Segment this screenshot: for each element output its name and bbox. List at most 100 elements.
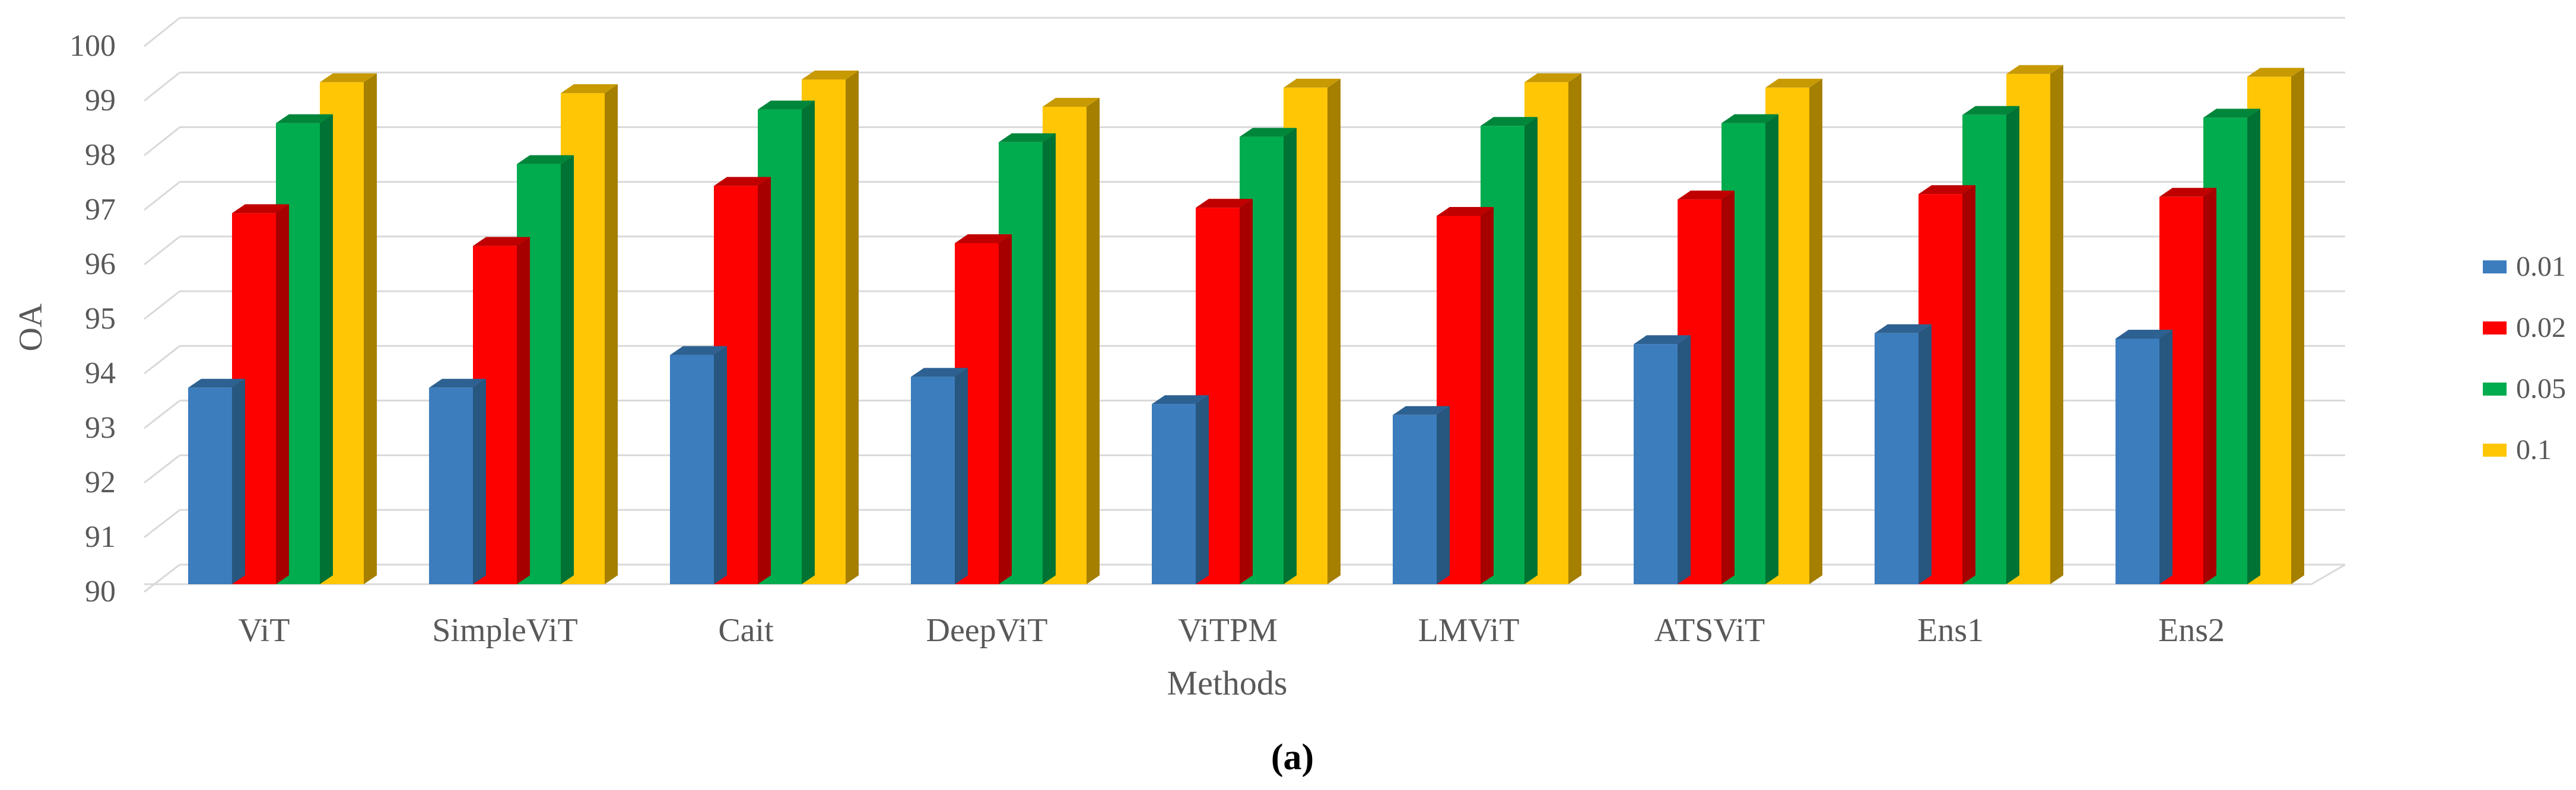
side-wall-slant bbox=[144, 563, 180, 593]
side-wall-slant bbox=[144, 235, 180, 266]
y-tick-label: 94 bbox=[85, 356, 116, 390]
bar-0.1-ATSViT-top bbox=[1765, 78, 1822, 88]
bar-0.05-SimpleViT-side bbox=[561, 155, 574, 585]
category-label-ViT: ViT bbox=[238, 612, 290, 649]
bar-0.1-ViTPM-top bbox=[1284, 78, 1341, 88]
bar-0.1-Ens2-top bbox=[2247, 68, 2304, 77]
bar-0.1-Cait-top bbox=[802, 71, 859, 79]
bar-0.02-ViT-side bbox=[276, 204, 289, 584]
bar-0.01-ViT-side bbox=[232, 378, 245, 584]
bar-0.01-LMViT-top bbox=[1393, 406, 1450, 415]
bar-0.02-ATSViT-side bbox=[1721, 190, 1735, 584]
bar-0.05-ATSViT-side bbox=[1765, 114, 1778, 585]
bar-0.01-ATSViT-side bbox=[1678, 335, 1691, 584]
bar-0.05-Cait-top bbox=[758, 100, 815, 110]
y-tick-label: 97 bbox=[85, 193, 116, 227]
bar-0.1-ViTPM-side bbox=[1327, 78, 1341, 585]
bar-0.05-Ens2-top bbox=[2203, 109, 2260, 118]
bar-0.01-Cait bbox=[670, 355, 714, 584]
bar-0.05-Ens1-top bbox=[1962, 106, 2019, 115]
bar-0.01-LMViT-side bbox=[1437, 406, 1450, 584]
bar-0.05-ViTPM-side bbox=[1284, 128, 1297, 585]
bar-0.1-ATSViT-side bbox=[1809, 78, 1822, 585]
bar-0.01-LMViT bbox=[1393, 415, 1437, 584]
category-label-Cait: Cait bbox=[718, 612, 774, 649]
y-tick-label: 99 bbox=[85, 84, 116, 117]
legend-swatch-icon bbox=[2483, 444, 2507, 457]
bar-0.01-ViT bbox=[188, 387, 232, 584]
legend-label: 0.05 bbox=[2516, 373, 2566, 404]
side-wall-slant bbox=[144, 345, 180, 375]
legend-label: 0.02 bbox=[2516, 312, 2566, 343]
bar-0.1-Cait-side bbox=[846, 71, 859, 584]
bar-0.01-Cait-top bbox=[670, 346, 727, 355]
floor-right-edge bbox=[2311, 563, 2346, 585]
bar-0.01-DeepViT bbox=[911, 377, 955, 584]
legend-label: 0.1 bbox=[2516, 434, 2552, 466]
y-tick-label: 100 bbox=[69, 29, 116, 63]
bar-0.05-DeepViT-top bbox=[999, 133, 1056, 142]
bar-0.02-ViT-top bbox=[232, 204, 289, 214]
category-label-Ens1: Ens1 bbox=[1917, 612, 1984, 649]
side-wall-slant bbox=[144, 17, 180, 47]
legend-swatch-icon bbox=[2483, 321, 2507, 335]
bar-0.02-SimpleViT-side bbox=[517, 237, 530, 585]
category-label-DeepViT: DeepViT bbox=[926, 612, 1048, 649]
bar-0.02-Cait-side bbox=[758, 177, 771, 584]
bar-0.1-Ens2-side bbox=[2291, 68, 2304, 584]
bar-0.01-SimpleViT-top bbox=[429, 378, 486, 388]
category-label-ViTPM: ViTPM bbox=[1178, 612, 1278, 649]
bar-0.1-ViT-top bbox=[320, 73, 377, 82]
side-wall-slant bbox=[144, 290, 180, 320]
bar-0.1-DeepViT-side bbox=[1087, 98, 1100, 584]
bar-0.01-DeepViT-side bbox=[955, 368, 968, 584]
y-tick-label: 91 bbox=[85, 520, 116, 554]
bar-0.1-ViT-side bbox=[364, 73, 377, 585]
x-axis-title: Methods bbox=[1167, 664, 1288, 702]
category-label-Ens2: Ens2 bbox=[2158, 612, 2225, 649]
bar-0.01-ViTPM-top bbox=[1152, 395, 1209, 404]
bar-0.05-Cait-side bbox=[802, 100, 815, 585]
bar-0.01-ATSViT-top bbox=[1634, 335, 1691, 345]
bar-0.01-Ens1-top bbox=[1875, 324, 1932, 333]
bar-0.02-SimpleViT-top bbox=[473, 237, 530, 246]
bar-0.02-ViTPM-top bbox=[1196, 199, 1253, 208]
subfigure-caption: (a) bbox=[1270, 737, 1314, 778]
legend-label: 0.01 bbox=[2516, 251, 2566, 282]
bar-0.1-Ens1-side bbox=[2050, 65, 2063, 585]
bar-0.02-ViTPM-side bbox=[1240, 199, 1253, 584]
bar-0.01-ViT-top bbox=[188, 378, 245, 388]
bar-0.01-Cait-side bbox=[714, 346, 727, 584]
bar-0.02-Ens2-side bbox=[2203, 187, 2216, 584]
bar-0.05-ViT-side bbox=[320, 114, 333, 585]
bar-0.01-ViTPM bbox=[1152, 404, 1196, 584]
bar-0.02-Ens2-top bbox=[2159, 187, 2216, 197]
y-tick-label: 96 bbox=[85, 247, 116, 281]
bar-0.01-DeepViT-top bbox=[911, 368, 968, 377]
bar-0.05-ViTPM-top bbox=[1240, 128, 1297, 137]
y-tick-label: 98 bbox=[85, 138, 116, 172]
side-wall-slant bbox=[144, 400, 180, 429]
bar-0.05-ATSViT-top bbox=[1721, 114, 1778, 123]
bar-0.02-Ens1-top bbox=[1918, 185, 1975, 195]
y-tick-label: 90 bbox=[85, 575, 116, 609]
category-label-LMViT: LMViT bbox=[1418, 612, 1520, 649]
y-axis-title: OA bbox=[12, 303, 49, 352]
bar-0.05-SimpleViT-top bbox=[517, 155, 574, 164]
legend-swatch-icon bbox=[2483, 383, 2507, 396]
bar-0.01-SimpleViT bbox=[429, 387, 473, 584]
bar-0.1-SimpleViT-top bbox=[561, 84, 618, 93]
bar-0.01-Ens2-top bbox=[2116, 330, 2172, 339]
bar-0.1-LMViT-side bbox=[1568, 73, 1581, 585]
y-tick-label: 95 bbox=[85, 302, 116, 336]
bar-0.05-ViT-top bbox=[276, 114, 333, 123]
bar-0.05-LMViT-top bbox=[1481, 117, 1538, 126]
side-wall-slant bbox=[144, 454, 180, 484]
bar-0.01-Ens1 bbox=[1875, 333, 1918, 584]
side-wall-slant bbox=[144, 509, 180, 539]
bar-0.01-Ens2 bbox=[2116, 339, 2159, 584]
bar-0.02-DeepViT-side bbox=[999, 234, 1012, 584]
